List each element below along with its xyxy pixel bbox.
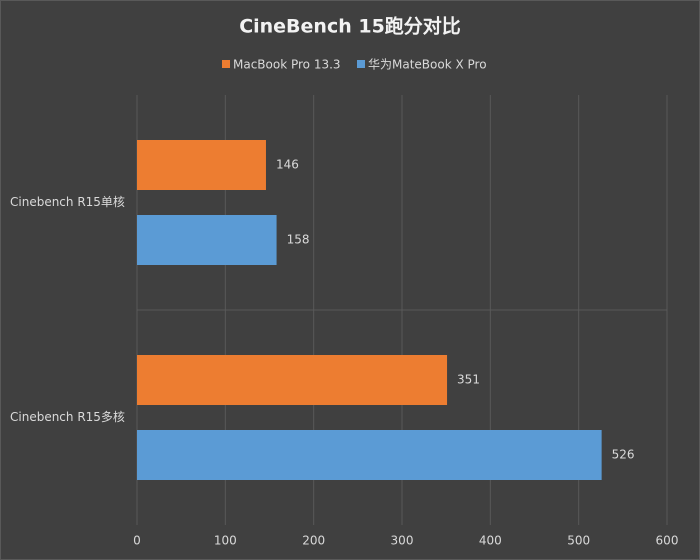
x-tick-label: 600	[656, 534, 679, 548]
chart-title: CineBench 15跑分对比	[239, 15, 461, 38]
value-label: 146	[276, 158, 299, 172]
x-tick-label: 300	[391, 534, 414, 548]
value-label: 526	[612, 448, 635, 462]
x-tick-label: 100	[214, 534, 237, 548]
y-tick-label: Cinebench R15多核	[10, 410, 125, 424]
value-label: 351	[457, 373, 480, 387]
legend-label: 华为MateBook X Pro	[368, 58, 487, 72]
y-tick-label: Cinebench R15单核	[10, 195, 125, 209]
bar	[137, 140, 266, 190]
x-tick-label: 500	[567, 534, 590, 548]
legend-label: MacBook Pro 13.3	[233, 58, 341, 72]
bar	[137, 430, 602, 480]
bar	[137, 355, 448, 405]
x-tick-label: 200	[302, 534, 325, 548]
value-label: 158	[287, 233, 310, 247]
bar	[137, 215, 277, 265]
x-tick-label: 400	[479, 534, 502, 548]
x-tick-label: 0	[133, 534, 141, 548]
legend-swatch	[357, 60, 365, 68]
legend-swatch	[222, 60, 230, 68]
